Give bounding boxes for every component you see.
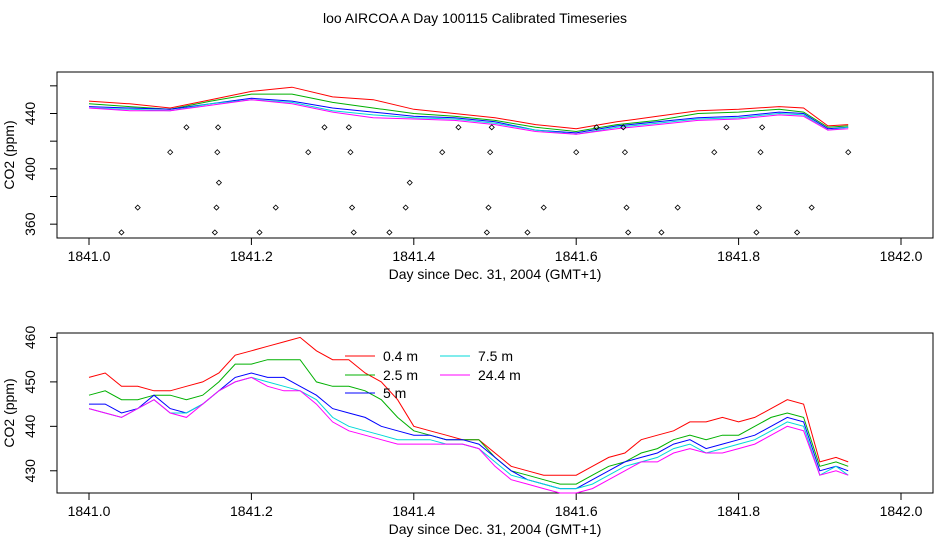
data-point-marker bbox=[674, 204, 681, 211]
data-point-marker bbox=[305, 149, 312, 156]
data-point-marker bbox=[272, 204, 279, 211]
y-tick-label: 450 bbox=[22, 370, 38, 394]
series-line-0-4-m bbox=[88, 336, 849, 476]
data-point-marker bbox=[167, 149, 174, 156]
series-line-2-5-m bbox=[88, 359, 849, 485]
data-point-marker bbox=[211, 229, 218, 236]
data-point-marker bbox=[215, 124, 222, 131]
data-point-marker bbox=[386, 229, 393, 236]
data-point-marker bbox=[620, 124, 627, 131]
data-point-marker bbox=[573, 149, 580, 156]
plot-frame-2 bbox=[56, 332, 934, 494]
data-point-marker bbox=[540, 204, 547, 211]
data-point-marker bbox=[524, 229, 531, 236]
data-point-marker bbox=[256, 229, 263, 236]
data-point-marker bbox=[213, 204, 220, 211]
legend-label: 7.5 m bbox=[478, 348, 513, 364]
data-point-marker bbox=[439, 149, 446, 156]
y-tick-label: 430 bbox=[22, 459, 38, 483]
data-point-marker bbox=[350, 229, 357, 236]
series-line-5-m bbox=[88, 97, 849, 134]
data-point-marker bbox=[753, 229, 760, 236]
data-point-marker bbox=[349, 204, 356, 211]
data-point-marker bbox=[455, 124, 462, 131]
series-line-24-4-m bbox=[88, 376, 849, 494]
data-point-marker bbox=[845, 149, 852, 156]
x-tick-label: 1841.6 bbox=[555, 503, 598, 519]
data-point-marker bbox=[487, 149, 494, 156]
data-point-marker bbox=[214, 149, 221, 156]
data-point-marker bbox=[345, 124, 352, 131]
legend-label: 2.5 m bbox=[383, 367, 418, 383]
x-tick-label: 1841.4 bbox=[392, 503, 435, 519]
x-tick-label: 1841.4 bbox=[392, 248, 435, 264]
y-axis-label: CO2 (ppm) bbox=[1, 120, 17, 189]
series-line-2-5-m bbox=[88, 93, 849, 133]
x-axis-label: Day since Dec. 31, 2004 (GMT+1) bbox=[389, 266, 602, 282]
plot-frame-1 bbox=[56, 71, 934, 239]
x-tick-label: 1842.0 bbox=[880, 248, 923, 264]
x-tick-label: 1841.8 bbox=[717, 248, 760, 264]
data-point-marker bbox=[755, 204, 762, 211]
data-point-marker bbox=[757, 149, 764, 156]
series-line-7-5-m bbox=[88, 376, 849, 490]
data-point-marker bbox=[215, 179, 222, 186]
data-point-marker bbox=[625, 229, 632, 236]
data-point-marker bbox=[621, 149, 628, 156]
series-line-0-4-m bbox=[88, 86, 849, 130]
y-tick-label: 440 bbox=[22, 102, 38, 126]
x-tick-label: 1841.2 bbox=[230, 248, 273, 264]
series-line-7-5-m bbox=[88, 99, 849, 135]
data-point-marker bbox=[723, 124, 730, 131]
data-point-marker bbox=[183, 124, 190, 131]
y-tick-label: 460 bbox=[22, 326, 38, 350]
data-point-marker bbox=[793, 229, 801, 236]
data-point-marker bbox=[321, 124, 328, 131]
x-axis-label: Day since Dec. 31, 2004 (GMT+1) bbox=[389, 521, 602, 537]
series-line-24-4-m bbox=[88, 99, 849, 135]
series-line-5-m bbox=[89, 372, 849, 490]
data-point-marker bbox=[406, 179, 413, 186]
data-point-marker bbox=[808, 204, 815, 211]
data-point-marker bbox=[483, 229, 490, 236]
main-title: loo AIRCOA A Day 100115 Calibrated Times… bbox=[322, 10, 627, 26]
legend-label: 5 m bbox=[383, 385, 406, 401]
data-point-marker bbox=[593, 124, 600, 131]
data-point-marker bbox=[711, 149, 718, 156]
data-point-marker bbox=[402, 204, 409, 211]
x-tick-label: 1841.0 bbox=[68, 503, 111, 519]
data-point-marker bbox=[485, 204, 492, 211]
data-point-marker bbox=[658, 229, 665, 236]
y-tick-label: 400 bbox=[22, 157, 38, 181]
data-point-marker bbox=[347, 149, 354, 156]
y-axis-label: CO2 (ppm) bbox=[1, 378, 17, 447]
data-point-marker bbox=[134, 204, 141, 211]
x-tick-label: 1841.6 bbox=[555, 248, 598, 264]
data-point-marker bbox=[118, 229, 125, 236]
x-tick-label: 1842.0 bbox=[880, 503, 923, 519]
y-tick-label: 360 bbox=[22, 212, 38, 236]
x-tick-label: 1841.8 bbox=[717, 503, 760, 519]
y-tick-label: 440 bbox=[22, 414, 38, 438]
legend-label: 0.4 m bbox=[383, 348, 418, 364]
legend-label: 24.4 m bbox=[478, 367, 521, 383]
x-tick-label: 1841.2 bbox=[230, 503, 273, 519]
x-tick-label: 1841.0 bbox=[68, 248, 111, 264]
data-point-marker bbox=[488, 124, 495, 131]
data-point-marker bbox=[623, 204, 630, 211]
data-point-marker bbox=[759, 124, 766, 131]
